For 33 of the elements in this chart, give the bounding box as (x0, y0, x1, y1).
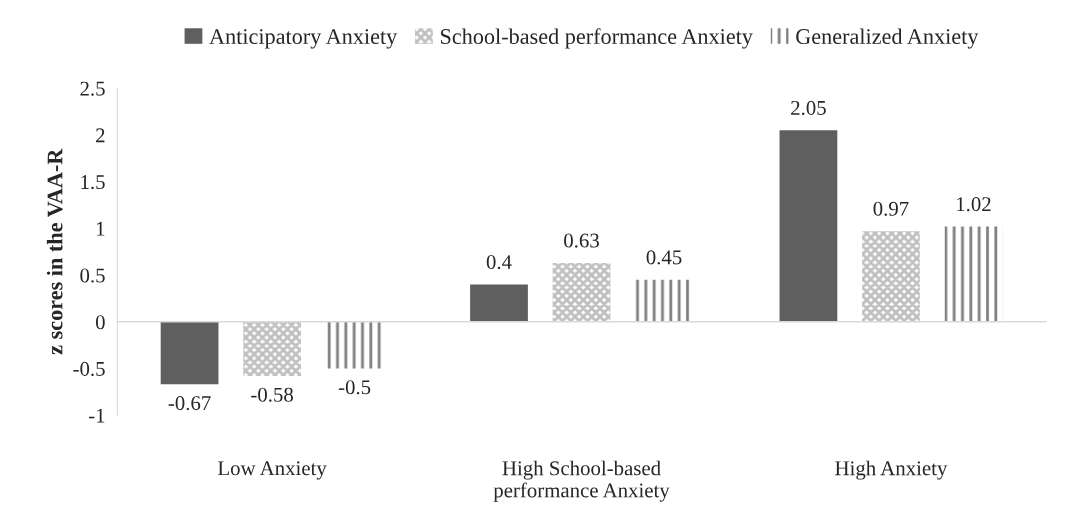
data-label: 0.45 (646, 250, 682, 265)
y-tick-label: -0.5 (73, 361, 105, 377)
x-tick-label: Low Anxiety (218, 461, 327, 480)
bar (160, 321, 219, 385)
y-tick-label: 0.5 (80, 268, 105, 283)
y-tick-label: -1 (88, 408, 105, 423)
legend-label: Anticipatory Anxiety (209, 29, 398, 49)
bar (635, 279, 693, 322)
data-label: -0.58 (251, 387, 293, 402)
data-label: -0.5 (338, 380, 371, 395)
bar (325, 321, 384, 369)
bar (470, 284, 528, 322)
bar (243, 321, 301, 376)
y-tick-label: 2.5 (80, 81, 105, 96)
x-tick-label: High Anxiety (835, 460, 948, 480)
y-tick-label: 2 (96, 128, 105, 143)
legend-label: Generalized Anxiety (796, 28, 979, 49)
legend-label: School-based performance Anxiety (440, 28, 753, 49)
y-tick-label: 1.5 (81, 175, 105, 190)
bar (552, 262, 611, 322)
data-label: 0.4 (486, 255, 512, 270)
data-label: 0.63 (564, 233, 599, 248)
bar (944, 226, 1003, 322)
bar (862, 231, 920, 322)
x-tick-label: High School-based performance Anxiety (493, 460, 670, 502)
data-label: 1.02 (957, 197, 991, 212)
data-label: 2.05 (791, 100, 826, 116)
y-tick-label: 0 (95, 315, 105, 330)
data-label: 0.97 (873, 201, 909, 216)
bar (779, 130, 838, 322)
y-tick-label: 1 (96, 221, 105, 236)
data-label: -0.67 (168, 396, 211, 411)
y-axis-title: z scores in the VAA-R (46, 148, 63, 355)
